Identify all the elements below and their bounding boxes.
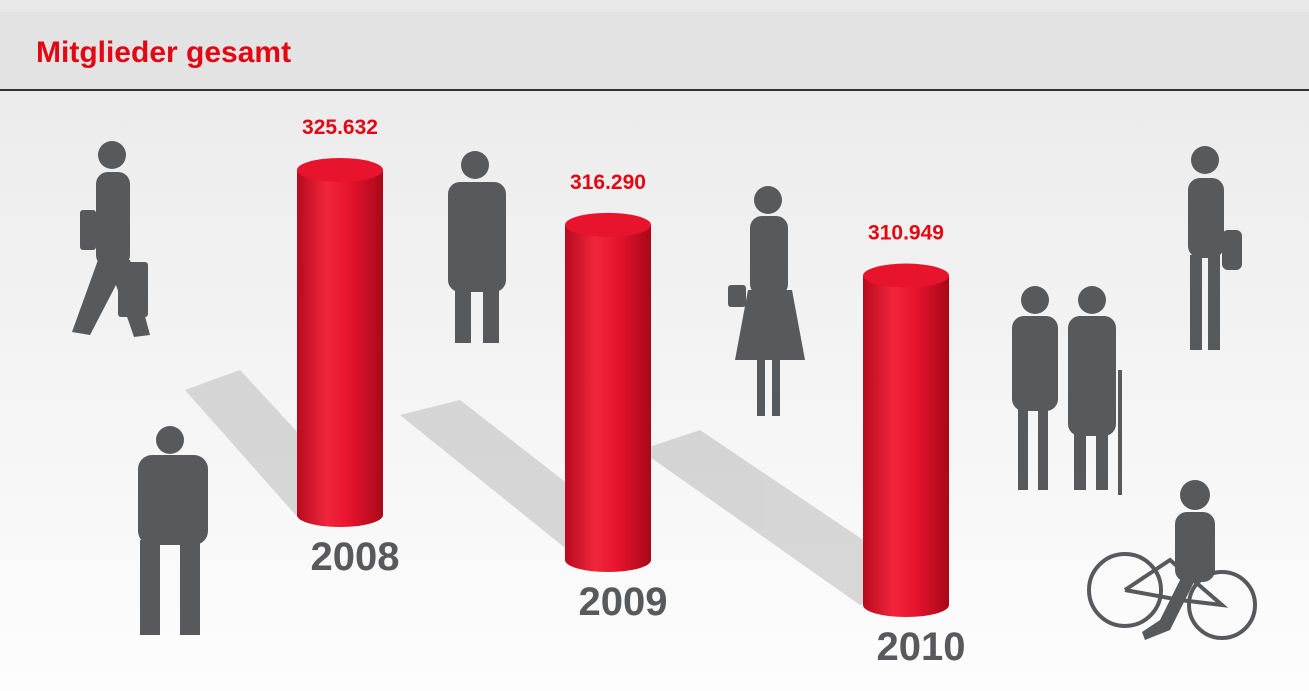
category-label: 2010 xyxy=(877,625,966,669)
value-label: 316.290 xyxy=(570,171,646,194)
header-bar xyxy=(0,12,1309,90)
value-label: 310.949 xyxy=(868,222,944,245)
silhouette-man-phone xyxy=(138,426,208,635)
value-label: 325.632 xyxy=(302,116,378,139)
silhouette-woman-drink xyxy=(1188,146,1242,350)
silhouette-elderly-couple xyxy=(1012,286,1122,495)
cylinder xyxy=(297,170,383,515)
cylinder xyxy=(863,275,949,605)
cylinder-top xyxy=(297,158,383,182)
category-label: 2009 xyxy=(579,580,668,624)
cylinder-top xyxy=(565,212,651,237)
silhouette-man-standing xyxy=(448,151,506,343)
cylinder-top xyxy=(863,263,949,288)
silhouette-cyclist xyxy=(1087,480,1257,640)
silhouette-woman-handbag xyxy=(728,186,805,416)
category-label: 2008 xyxy=(311,535,400,579)
chart-title: Mitglieder gesamt xyxy=(36,36,291,69)
silhouette-woman-walking xyxy=(72,141,150,337)
silhouettes xyxy=(72,141,1257,640)
cylinder xyxy=(565,224,651,560)
